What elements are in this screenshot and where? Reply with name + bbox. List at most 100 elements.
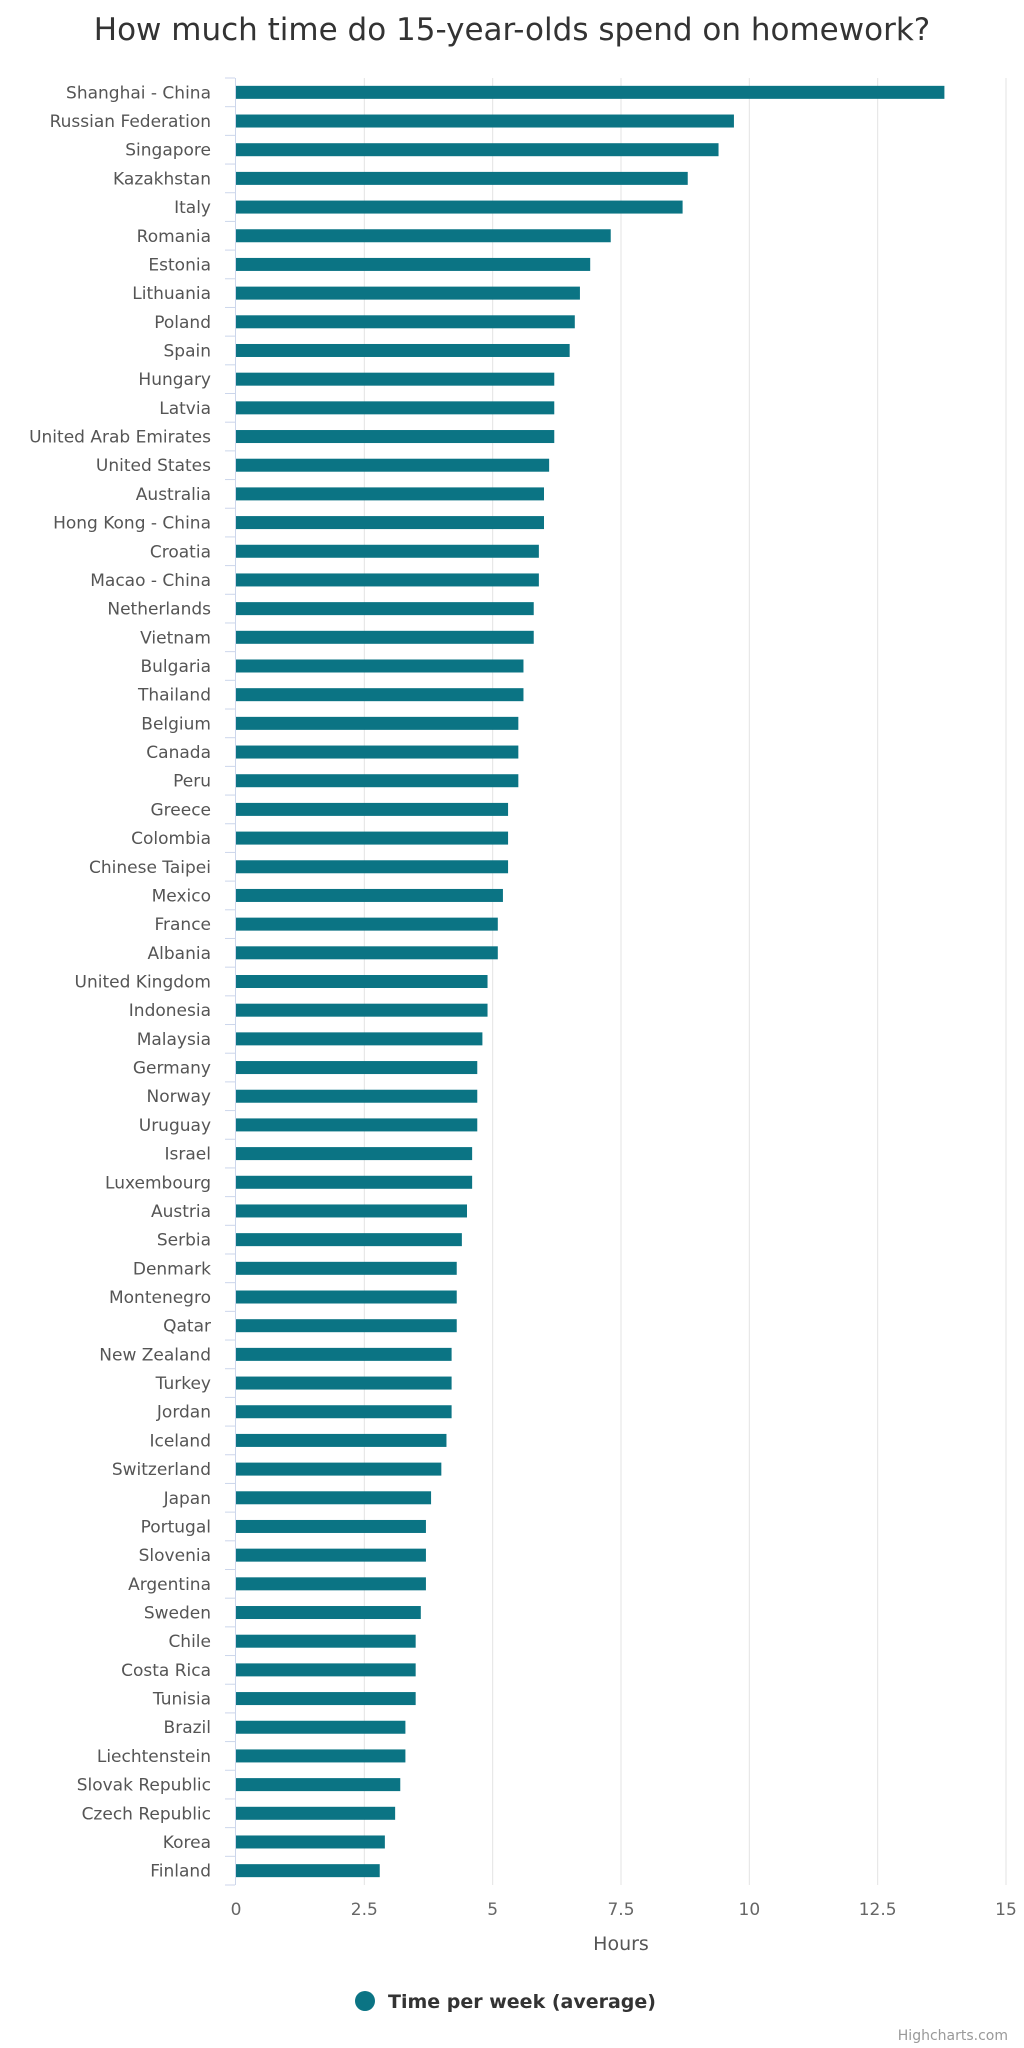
bar[interactable] [236,430,555,444]
bar[interactable] [236,1405,452,1419]
bar[interactable] [236,171,688,185]
category-label: Netherlands [107,600,211,620]
bar[interactable] [236,200,683,214]
bar[interactable] [236,343,570,357]
bar[interactable] [236,516,544,530]
bar[interactable] [236,946,498,960]
bar[interactable] [236,1003,488,1017]
category-label: Australia [136,485,211,505]
bar[interactable] [236,143,719,157]
bar[interactable] [236,1749,406,1763]
category-label: Portugal [141,1517,211,1537]
category-label: United Kingdom [75,973,211,993]
x-tick-label: 7.5 [607,1900,634,1920]
bar[interactable] [236,1061,478,1075]
bar[interactable] [236,1462,442,1476]
category-label: Jordan [156,1403,211,1423]
category-label: Israel [165,1145,211,1165]
bar[interactable] [236,286,580,300]
category-label: Bulgaria [141,657,212,677]
category-label: Serbia [157,1231,211,1251]
bar[interactable] [236,917,498,931]
bar[interactable] [236,1347,452,1361]
bar[interactable] [236,1720,406,1734]
bar[interactable] [236,85,945,99]
bar[interactable] [236,1835,385,1849]
bar[interactable] [236,1548,426,1562]
bar[interactable] [236,802,509,816]
bar[interactable] [236,544,539,558]
bar[interactable] [236,1290,457,1304]
bar[interactable] [236,1519,426,1533]
bar[interactable] [236,372,555,386]
bar[interactable] [236,716,519,730]
category-label: Montenegro [109,1288,211,1308]
bar[interactable] [236,257,591,271]
bar[interactable] [236,860,509,874]
bar[interactable] [236,1089,478,1103]
category-label: Spain [164,341,212,361]
category-label: Slovak Republic [77,1776,211,1796]
bar[interactable] [236,114,734,128]
category-label: Qatar [163,1317,211,1337]
category-labels: Shanghai - China Russian Federation Singap… [29,83,211,1881]
credits-link[interactable]: Highcharts.com [898,2028,1008,2044]
bar[interactable] [236,1032,483,1046]
bar[interactable] [236,573,539,587]
category-label: Latvia [159,399,211,419]
bar[interactable] [236,1663,416,1677]
bar[interactable] [236,1634,416,1648]
bar[interactable] [236,487,544,501]
category-label: Singapore [125,141,211,161]
bar[interactable] [236,458,550,472]
category-label: Thailand [137,686,211,706]
category-label: Uruguay [139,1116,211,1136]
bar[interactable] [236,630,534,644]
category-label: Albania [148,944,211,964]
bar[interactable] [236,1233,462,1247]
bar[interactable] [236,1376,452,1390]
category-label: Turkey [155,1374,211,1394]
category-label: Luxembourg [105,1173,211,1193]
bar[interactable] [236,1261,457,1275]
bar[interactable] [236,1606,421,1620]
bar[interactable] [236,688,524,702]
bar[interactable] [236,831,509,845]
category-label: Iceland [149,1431,211,1451]
bar[interactable] [236,401,555,415]
category-label: Norway [147,1087,212,1107]
category-label: Macao - China [90,571,211,591]
bar[interactable] [236,1778,401,1792]
bar[interactable] [236,1491,432,1505]
bar[interactable] [236,1319,457,1333]
bar[interactable] [236,1692,416,1706]
bar[interactable] [236,1118,478,1132]
bar[interactable] [236,774,519,788]
bar[interactable] [236,888,503,902]
bar[interactable] [236,602,534,616]
category-label: Finland [150,1862,211,1882]
category-label: Vietnam [140,628,211,648]
bar[interactable] [236,315,575,329]
category-label: Estonia [148,255,211,275]
bar[interactable] [236,745,519,759]
legend[interactable]: Time per week (average) [355,1991,656,2013]
category-label: Japan [163,1489,211,1509]
bar[interactable] [236,659,524,673]
x-tick-label: 5 [487,1900,498,1920]
bar[interactable] [236,975,488,988]
category-label: Malaysia [137,1030,211,1050]
bar[interactable] [236,1577,426,1591]
bar[interactable] [236,1806,396,1820]
x-axis-title: Hours [593,1933,649,1955]
bar[interactable] [236,1433,447,1447]
chart-title: How much time do 15-year-olds spend on h… [94,12,930,48]
bar[interactable] [236,229,611,243]
category-label: Slovenia [139,1546,211,1566]
category-label: Romania [137,227,211,247]
bar[interactable] [236,1147,473,1161]
bar[interactable] [236,1864,380,1878]
bar[interactable] [236,1204,467,1218]
bar[interactable] [236,1175,473,1189]
